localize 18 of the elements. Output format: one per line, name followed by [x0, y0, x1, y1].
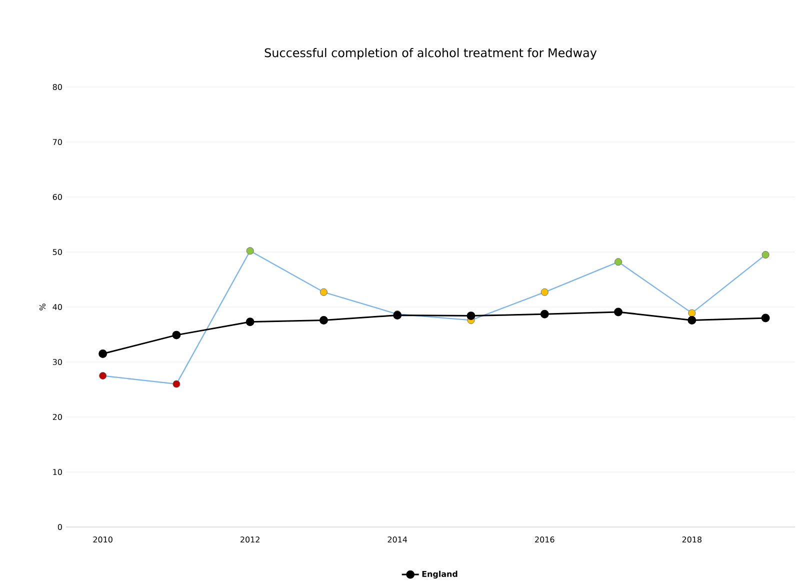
point: [319, 316, 328, 324]
chart-title: Successful completion of alcohol treatment for Medway: [264, 48, 597, 60]
point: [614, 258, 622, 266]
point: [172, 330, 181, 340]
point: [688, 316, 696, 324]
point: [320, 288, 328, 296]
point: [172, 380, 180, 388]
point: [540, 288, 548, 296]
point: [762, 251, 770, 258]
point: [540, 310, 549, 318]
point: [246, 318, 254, 326]
point: [98, 350, 108, 358]
point: [761, 314, 770, 322]
point: [466, 312, 476, 320]
point: [688, 309, 696, 317]
point: [246, 247, 254, 255]
point: [99, 372, 107, 380]
point: [614, 308, 623, 316]
